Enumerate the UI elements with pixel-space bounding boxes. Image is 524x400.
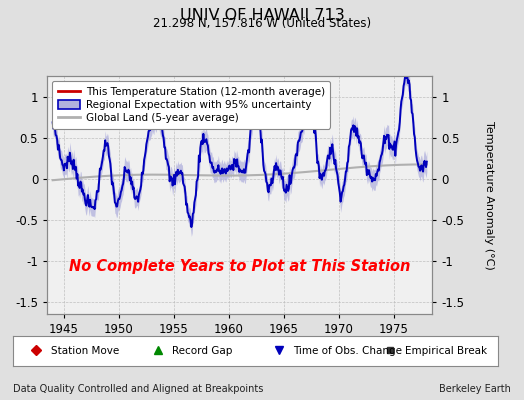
Text: Time of Obs. Change: Time of Obs. Change <box>293 346 402 356</box>
Text: Data Quality Controlled and Aligned at Breakpoints: Data Quality Controlled and Aligned at B… <box>13 384 264 394</box>
Text: Empirical Break: Empirical Break <box>405 346 487 356</box>
Legend: This Temperature Station (12-month average), Regional Expectation with 95% uncer: This Temperature Station (12-month avera… <box>52 81 330 128</box>
Text: Record Gap: Record Gap <box>172 346 233 356</box>
Text: Berkeley Earth: Berkeley Earth <box>439 384 511 394</box>
Text: Station Move: Station Move <box>51 346 119 356</box>
Text: No Complete Years to Plot at This Station: No Complete Years to Plot at This Statio… <box>69 259 410 274</box>
Text: 21.298 N, 157.816 W (United States): 21.298 N, 157.816 W (United States) <box>153 17 371 30</box>
Text: UNIV OF HAWAII 713: UNIV OF HAWAII 713 <box>180 8 344 23</box>
Y-axis label: Temperature Anomaly (°C): Temperature Anomaly (°C) <box>484 121 494 269</box>
